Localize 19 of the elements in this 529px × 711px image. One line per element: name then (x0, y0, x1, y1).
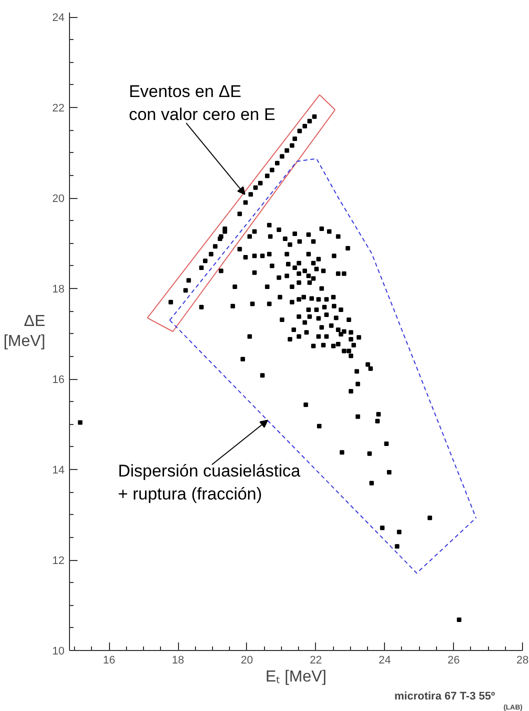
x-tick-label: 16 (103, 654, 116, 666)
y-axis-title: ΔE [MeV] (3, 312, 46, 350)
annotation: Dispersión cuasielástica + ruptura (fracción) (118, 462, 301, 504)
x-tick-label: 24 (378, 654, 391, 666)
x-tick-label: 18 (172, 654, 184, 666)
y-tick-label: 14 (52, 464, 65, 477)
x-tick-label: 22 (310, 654, 322, 666)
y-tick-label: 24 (52, 12, 65, 24)
y-tick-label: 16 (52, 374, 65, 386)
x-tick-label: 26 (447, 654, 460, 666)
y-tick-label: 22 (52, 102, 65, 115)
y-tick-label: 18 (52, 284, 65, 296)
x-tick-label: 28 (516, 654, 529, 666)
y-tick-label: 20 (52, 193, 65, 206)
y-tick-label: 10 (52, 646, 65, 658)
x-tick-label: 20 (240, 654, 254, 666)
y-tick-label: 12 (52, 555, 65, 568)
annotation: Eventos en ΔE con valor cero en E (128, 82, 276, 124)
x-axis-title: Eₜ [MeV] (266, 668, 326, 686)
